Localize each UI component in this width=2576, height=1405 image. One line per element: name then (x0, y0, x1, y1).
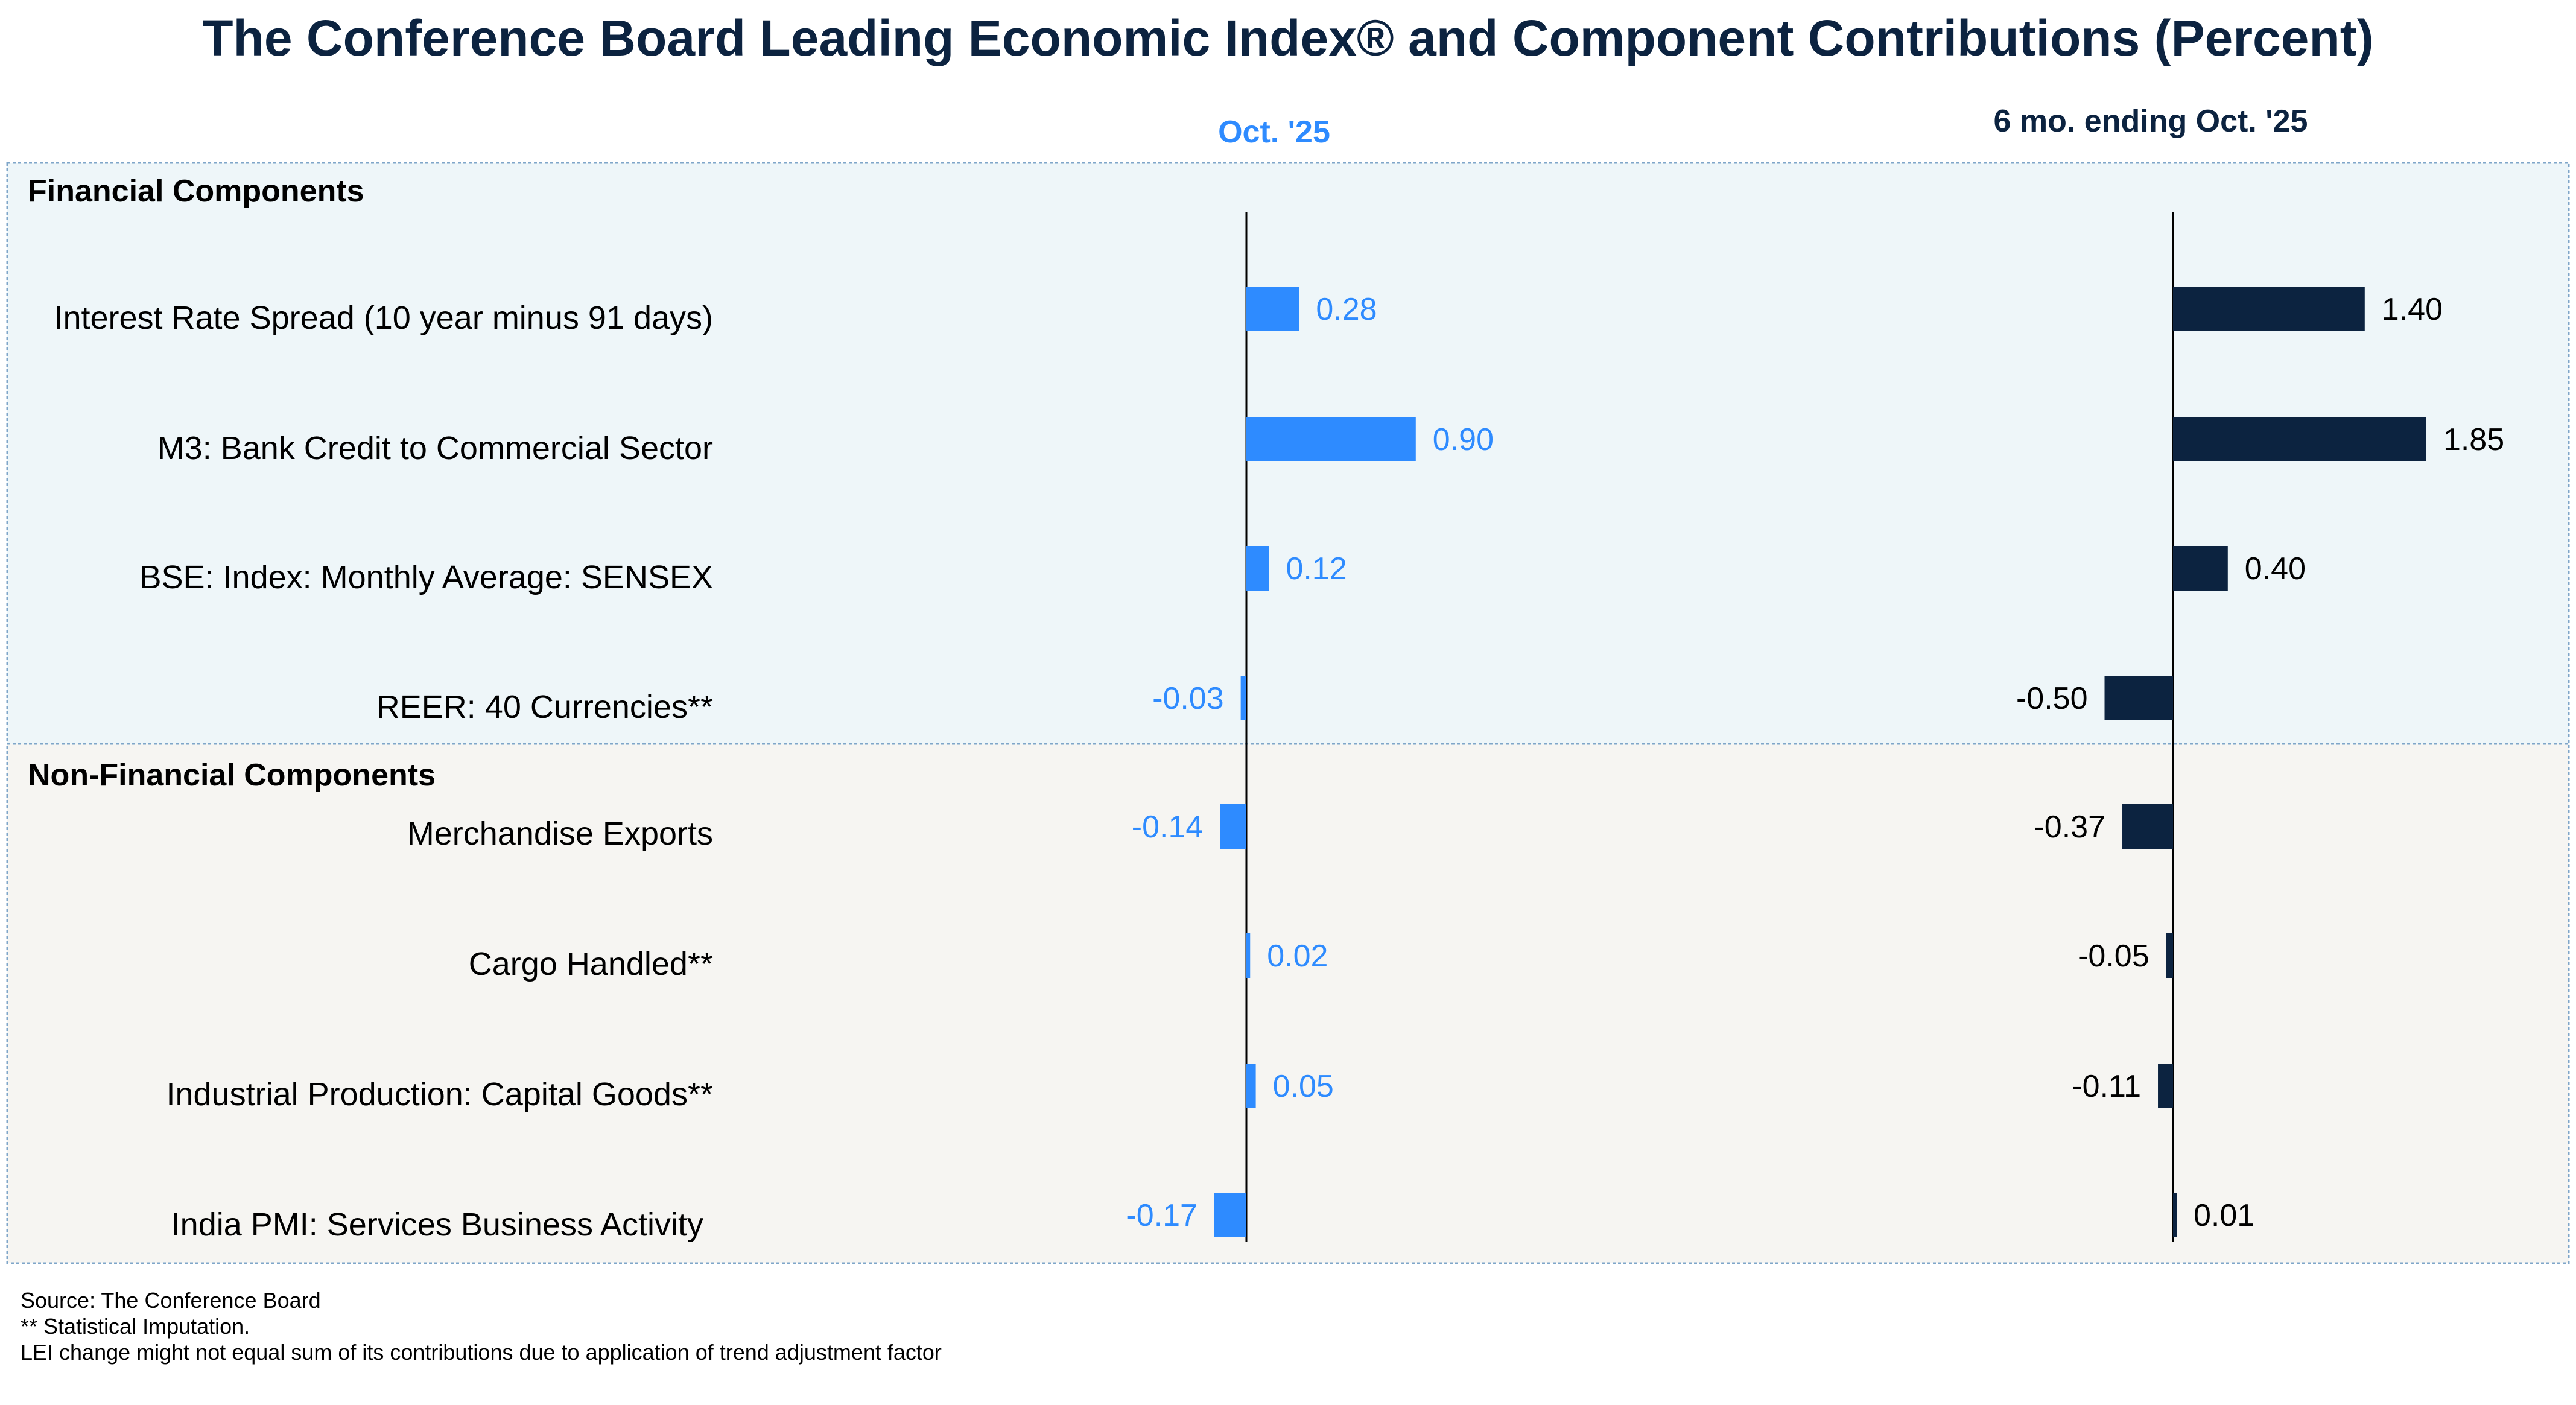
value-label-six-month-india-pmi-services-business-activity: 0.01 (2194, 1198, 2254, 1233)
value-label-six-month-interest-rate-spread-10-year-minus-91-days: 1.40 (2382, 292, 2443, 327)
bar-month-interest-rate-spread-10-year-minus-91-days (1246, 287, 1299, 331)
bar-six-month-merchandise-exports (2122, 804, 2173, 849)
value-label-six-month-cargo-handled: -0.05 (2078, 939, 2149, 974)
section-heading-non-financial-components: Non-Financial Components (28, 758, 436, 793)
row-label-cargo-handled: Cargo Handled** (469, 946, 713, 982)
value-label-month-m3-bank-credit-to-commercial-sector: 0.90 (1433, 422, 1494, 457)
section-heading-financial-components: Financial Components (28, 174, 364, 209)
chart-title: The Conference Board Leading Economic In… (202, 10, 2374, 66)
value-label-month-industrial-production-capital-goods: 0.05 (1273, 1069, 1334, 1104)
footnote-imputation: ** Statistical Imputation. (21, 1314, 250, 1339)
value-label-six-month-merchandise-exports: -0.37 (2034, 810, 2105, 845)
value-label-six-month-industrial-production-capital-goods: -0.11 (2072, 1069, 2141, 1104)
bar-six-month-india-pmi-services-business-activity (2173, 1193, 2177, 1237)
row-label-industrial-production-capital-goods: Industrial Production: Capital Goods** (166, 1076, 713, 1112)
panel-month: 0.28 0.90 0.12 -0.03 -0.14 0.02 0.05 -0.17 (1126, 212, 1494, 1242)
row-label-india-pmi-services-business-activity: India PMI: Services Business Activity (171, 1207, 703, 1243)
bar-six-month-m3-bank-credit-to-commercial-sector (2173, 417, 2426, 461)
footnotes: Source: The Conference Board ** Statisti… (21, 1288, 942, 1365)
value-label-month-merchandise-exports: -0.14 (1132, 810, 1204, 845)
bar-month-reer-40-currencies (1240, 676, 1246, 720)
row-label-merchandise-exports: Merchandise Exports (407, 816, 713, 852)
bar-month-industrial-production-capital-goods (1246, 1064, 1256, 1108)
footnote-trend: LEI change might not equal sum of its co… (21, 1340, 942, 1365)
section-band-non-financial-components (6, 743, 2570, 1264)
row-label-interest-rate-spread-10-year-minus-91-days: Interest Rate Spread (10 year minus 91 d… (54, 300, 713, 336)
bar-six-month-interest-rate-spread-10-year-minus-91-days (2173, 287, 2365, 331)
value-label-month-interest-rate-spread-10-year-minus-91-days: 0.28 (1316, 292, 1377, 327)
column-headers: Oct. '25 6 mo. ending Oct. '25 (1218, 104, 2308, 150)
value-label-six-month-reer-40-currencies: -0.50 (2016, 681, 2088, 716)
value-label-six-month-m3-bank-credit-to-commercial-sector: 1.85 (2443, 422, 2504, 457)
column-header-six-month: 6 mo. ending Oct. '25 (1994, 104, 2308, 139)
bar-month-bse-index-monthly-average-sensex (1246, 546, 1269, 591)
bar-month-merchandise-exports (1220, 804, 1246, 849)
bar-month-cargo-handled (1246, 933, 1251, 978)
value-label-month-reer-40-currencies: -0.03 (1152, 681, 1224, 716)
bar-six-month-industrial-production-capital-goods (2158, 1064, 2173, 1108)
bar-six-month-reer-40-currencies (2104, 676, 2173, 720)
row-labels: Interest Rate Spread (10 year minus 91 d… (54, 300, 713, 1243)
value-label-month-bse-index-monthly-average-sensex: 0.12 (1286, 551, 1347, 586)
row-label-bse-index-monthly-average-sensex: BSE: Index: Monthly Average: SENSEX (139, 559, 713, 595)
value-label-month-cargo-handled: 0.02 (1267, 939, 1328, 974)
column-header-month: Oct. '25 (1218, 115, 1330, 150)
bar-month-m3-bank-credit-to-commercial-sector (1246, 417, 1416, 461)
footnote-source: Source: The Conference Board (21, 1288, 321, 1313)
bar-month-india-pmi-services-business-activity (1214, 1193, 1246, 1237)
row-label-m3-bank-credit-to-commercial-sector: M3: Bank Credit to Commercial Sector (157, 430, 713, 466)
bar-six-month-cargo-handled (2166, 933, 2173, 978)
bar-six-month-bse-index-monthly-average-sensex (2173, 546, 2228, 591)
row-label-reer-40-currencies: REER: 40 Currencies** (376, 689, 713, 725)
value-label-six-month-bse-index-monthly-average-sensex: 0.40 (2245, 551, 2306, 586)
panel-six-month: 1.40 1.85 0.40 -0.50 -0.37 -0.05 -0.11 0.01 (2016, 212, 2504, 1242)
value-label-month-india-pmi-services-business-activity: -0.17 (1126, 1198, 1198, 1233)
